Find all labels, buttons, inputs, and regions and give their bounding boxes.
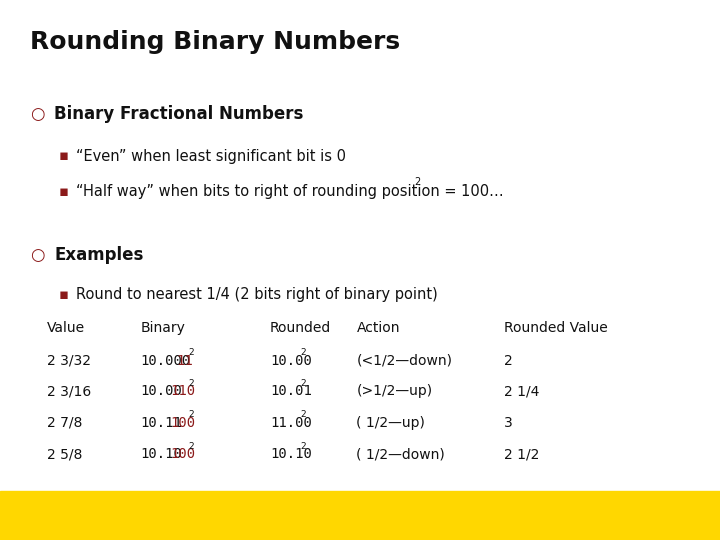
- Text: 2 5/8: 2 5/8: [47, 447, 82, 461]
- Text: 11.00: 11.00: [270, 416, 312, 430]
- Text: 2: 2: [504, 354, 513, 368]
- Text: Rounding Binary Numbers: Rounding Binary Numbers: [30, 30, 400, 53]
- Text: Action: Action: [356, 321, 400, 335]
- Text: Binary: Binary: [140, 321, 185, 335]
- Text: 10.00: 10.00: [270, 354, 312, 368]
- Bar: [0, 491, 720, 540]
- Text: 2: 2: [300, 442, 305, 451]
- Text: ○: ○: [30, 105, 45, 123]
- Text: 2 1/4: 2 1/4: [504, 384, 539, 399]
- Text: 11: 11: [176, 354, 193, 368]
- Text: Examples: Examples: [54, 246, 143, 264]
- Text: ( 1/2—down): ( 1/2—down): [356, 447, 445, 461]
- Text: 100: 100: [171, 416, 195, 430]
- Text: 10.10: 10.10: [270, 447, 312, 461]
- Text: ▪: ▪: [59, 287, 69, 302]
- Text: 3: 3: [504, 416, 513, 430]
- Text: ○: ○: [30, 246, 45, 264]
- Text: 10.11: 10.11: [140, 416, 182, 430]
- Text: Value: Value: [47, 321, 85, 335]
- Text: “Even” when least significant bit is 0: “Even” when least significant bit is 0: [76, 148, 346, 164]
- Text: 10.10: 10.10: [140, 447, 182, 461]
- Text: ▪: ▪: [59, 184, 69, 199]
- Text: Rounded Value: Rounded Value: [504, 321, 608, 335]
- Text: (>1/2—up): (>1/2—up): [356, 384, 433, 399]
- Text: 10.000: 10.000: [140, 354, 191, 368]
- Text: 2 3/16: 2 3/16: [47, 384, 91, 399]
- Text: 2 7/8: 2 7/8: [47, 416, 82, 430]
- Text: 2: 2: [188, 410, 194, 420]
- Text: 2: 2: [188, 442, 194, 451]
- Text: 10.01: 10.01: [270, 384, 312, 399]
- Text: Rounded: Rounded: [270, 321, 331, 335]
- Text: “Half way” when bits to right of rounding position = 100…: “Half way” when bits to right of roundin…: [76, 184, 503, 199]
- Text: 10.00: 10.00: [140, 384, 182, 399]
- Text: Binary Fractional Numbers: Binary Fractional Numbers: [54, 105, 303, 123]
- Text: Round to nearest 1/4 (2 bits right of binary point): Round to nearest 1/4 (2 bits right of bi…: [76, 287, 437, 302]
- Text: 2: 2: [414, 177, 420, 187]
- Text: (<1/2—down): (<1/2—down): [356, 354, 452, 368]
- Text: 2 1/2: 2 1/2: [504, 447, 539, 461]
- Text: 100: 100: [171, 447, 195, 461]
- Text: 2: 2: [188, 379, 194, 388]
- Text: 2: 2: [300, 379, 305, 388]
- Text: 2: 2: [300, 410, 305, 420]
- Text: 2 3/32: 2 3/32: [47, 354, 91, 368]
- Text: ▪: ▪: [59, 148, 69, 164]
- Text: 2: 2: [188, 348, 194, 357]
- Text: 110: 110: [171, 384, 195, 399]
- Text: 2: 2: [300, 348, 305, 357]
- Text: ( 1/2—up): ( 1/2—up): [356, 416, 426, 430]
